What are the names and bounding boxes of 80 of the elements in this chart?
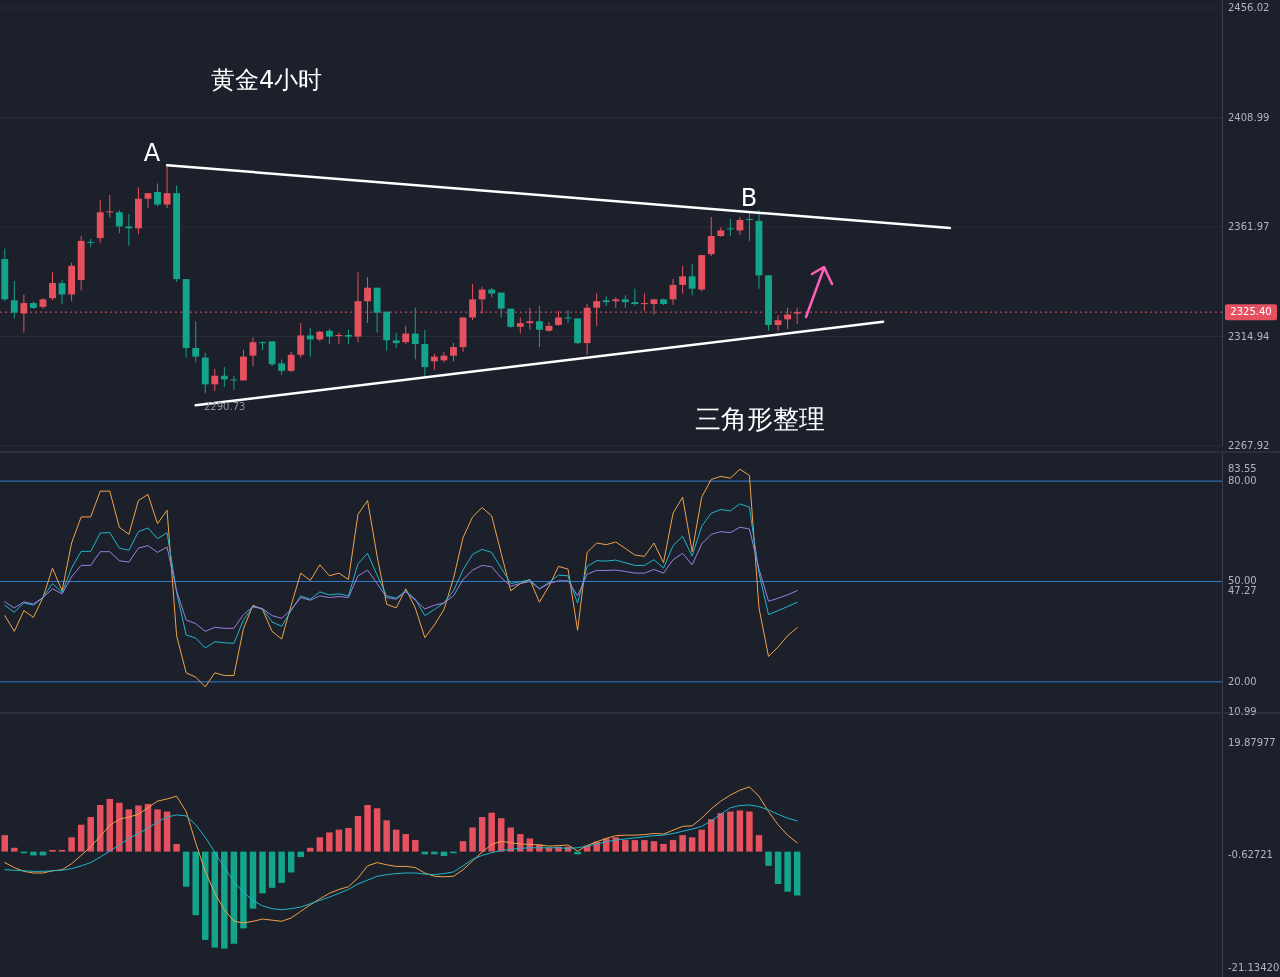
bar [354,815,362,852]
bar [660,843,667,852]
bar [202,851,209,940]
bar [268,851,276,888]
bar [545,847,553,852]
y-tick-label: 2314.94 [1228,330,1270,342]
bar [717,813,725,852]
bar [173,843,180,852]
y-tick-label: 10.99 [1228,706,1257,717]
bar [650,841,658,852]
bar [698,829,705,852]
bar [373,808,381,852]
bar [154,809,161,852]
bar [688,837,696,852]
y-tick-label: 20.00 [1228,675,1257,687]
y-tick-label: 2361.97 [1228,221,1270,232]
bar [774,851,782,884]
bar [631,840,639,852]
bar [755,835,763,852]
bar [316,837,324,852]
bar [240,851,247,929]
annotation: 2290.73 [204,401,246,412]
bar [192,851,199,916]
bar [622,840,629,852]
bar [326,832,333,852]
bar [221,851,228,949]
line-series [4,804,798,911]
bar [68,837,75,852]
y-tick-label: -0.62721 [1228,849,1273,861]
bar [87,817,94,852]
bar [478,817,486,852]
line-series [4,526,798,632]
line-series [4,468,798,688]
bar [392,829,400,852]
y-tick-label: 47.27 [1228,584,1257,596]
bar [736,810,744,852]
bar [488,812,495,852]
line-series [4,786,798,924]
y-tick-label: 50.00 [1228,575,1257,587]
bar [1,835,9,852]
bar [469,827,476,852]
bar [307,847,314,852]
bar [746,811,753,852]
bar [402,834,409,852]
bar [278,851,285,883]
text: 黄金4小时 [211,66,323,94]
bar [249,851,257,909]
bar [116,802,123,852]
bar [727,811,734,852]
bar [708,819,715,852]
bar [182,851,190,887]
bar [679,835,686,852]
bar [77,824,85,852]
y-tick-label: 2267.92 [1228,440,1270,451]
bar [459,841,467,852]
bar [259,851,266,894]
bar [765,851,772,866]
bar [412,840,419,852]
bar [11,847,18,852]
y-tick-label: 83.55 [1228,463,1257,475]
annotation: B [740,184,758,212]
bar [364,804,371,852]
y-tick-label: 80.00 [1228,475,1257,487]
annotation: 三角形整理 [695,404,825,434]
y-tick-label: 19.87977 [1228,736,1276,748]
bar [383,820,390,852]
bar [641,840,648,852]
ref-line-label: 2325.40 [1230,306,1272,318]
line-series [4,503,798,649]
bar [784,851,791,892]
bar [335,829,343,852]
bar [345,828,352,852]
y-tick-label: 2408.99 [1228,111,1270,123]
bar [135,805,142,852]
annotation: A [143,139,161,167]
y-tick-label: -21.13420 [1228,961,1280,973]
y-tick-label: 2456.02 [1228,2,1270,13]
bar [297,851,304,858]
bar [669,840,677,852]
bar [793,851,801,896]
